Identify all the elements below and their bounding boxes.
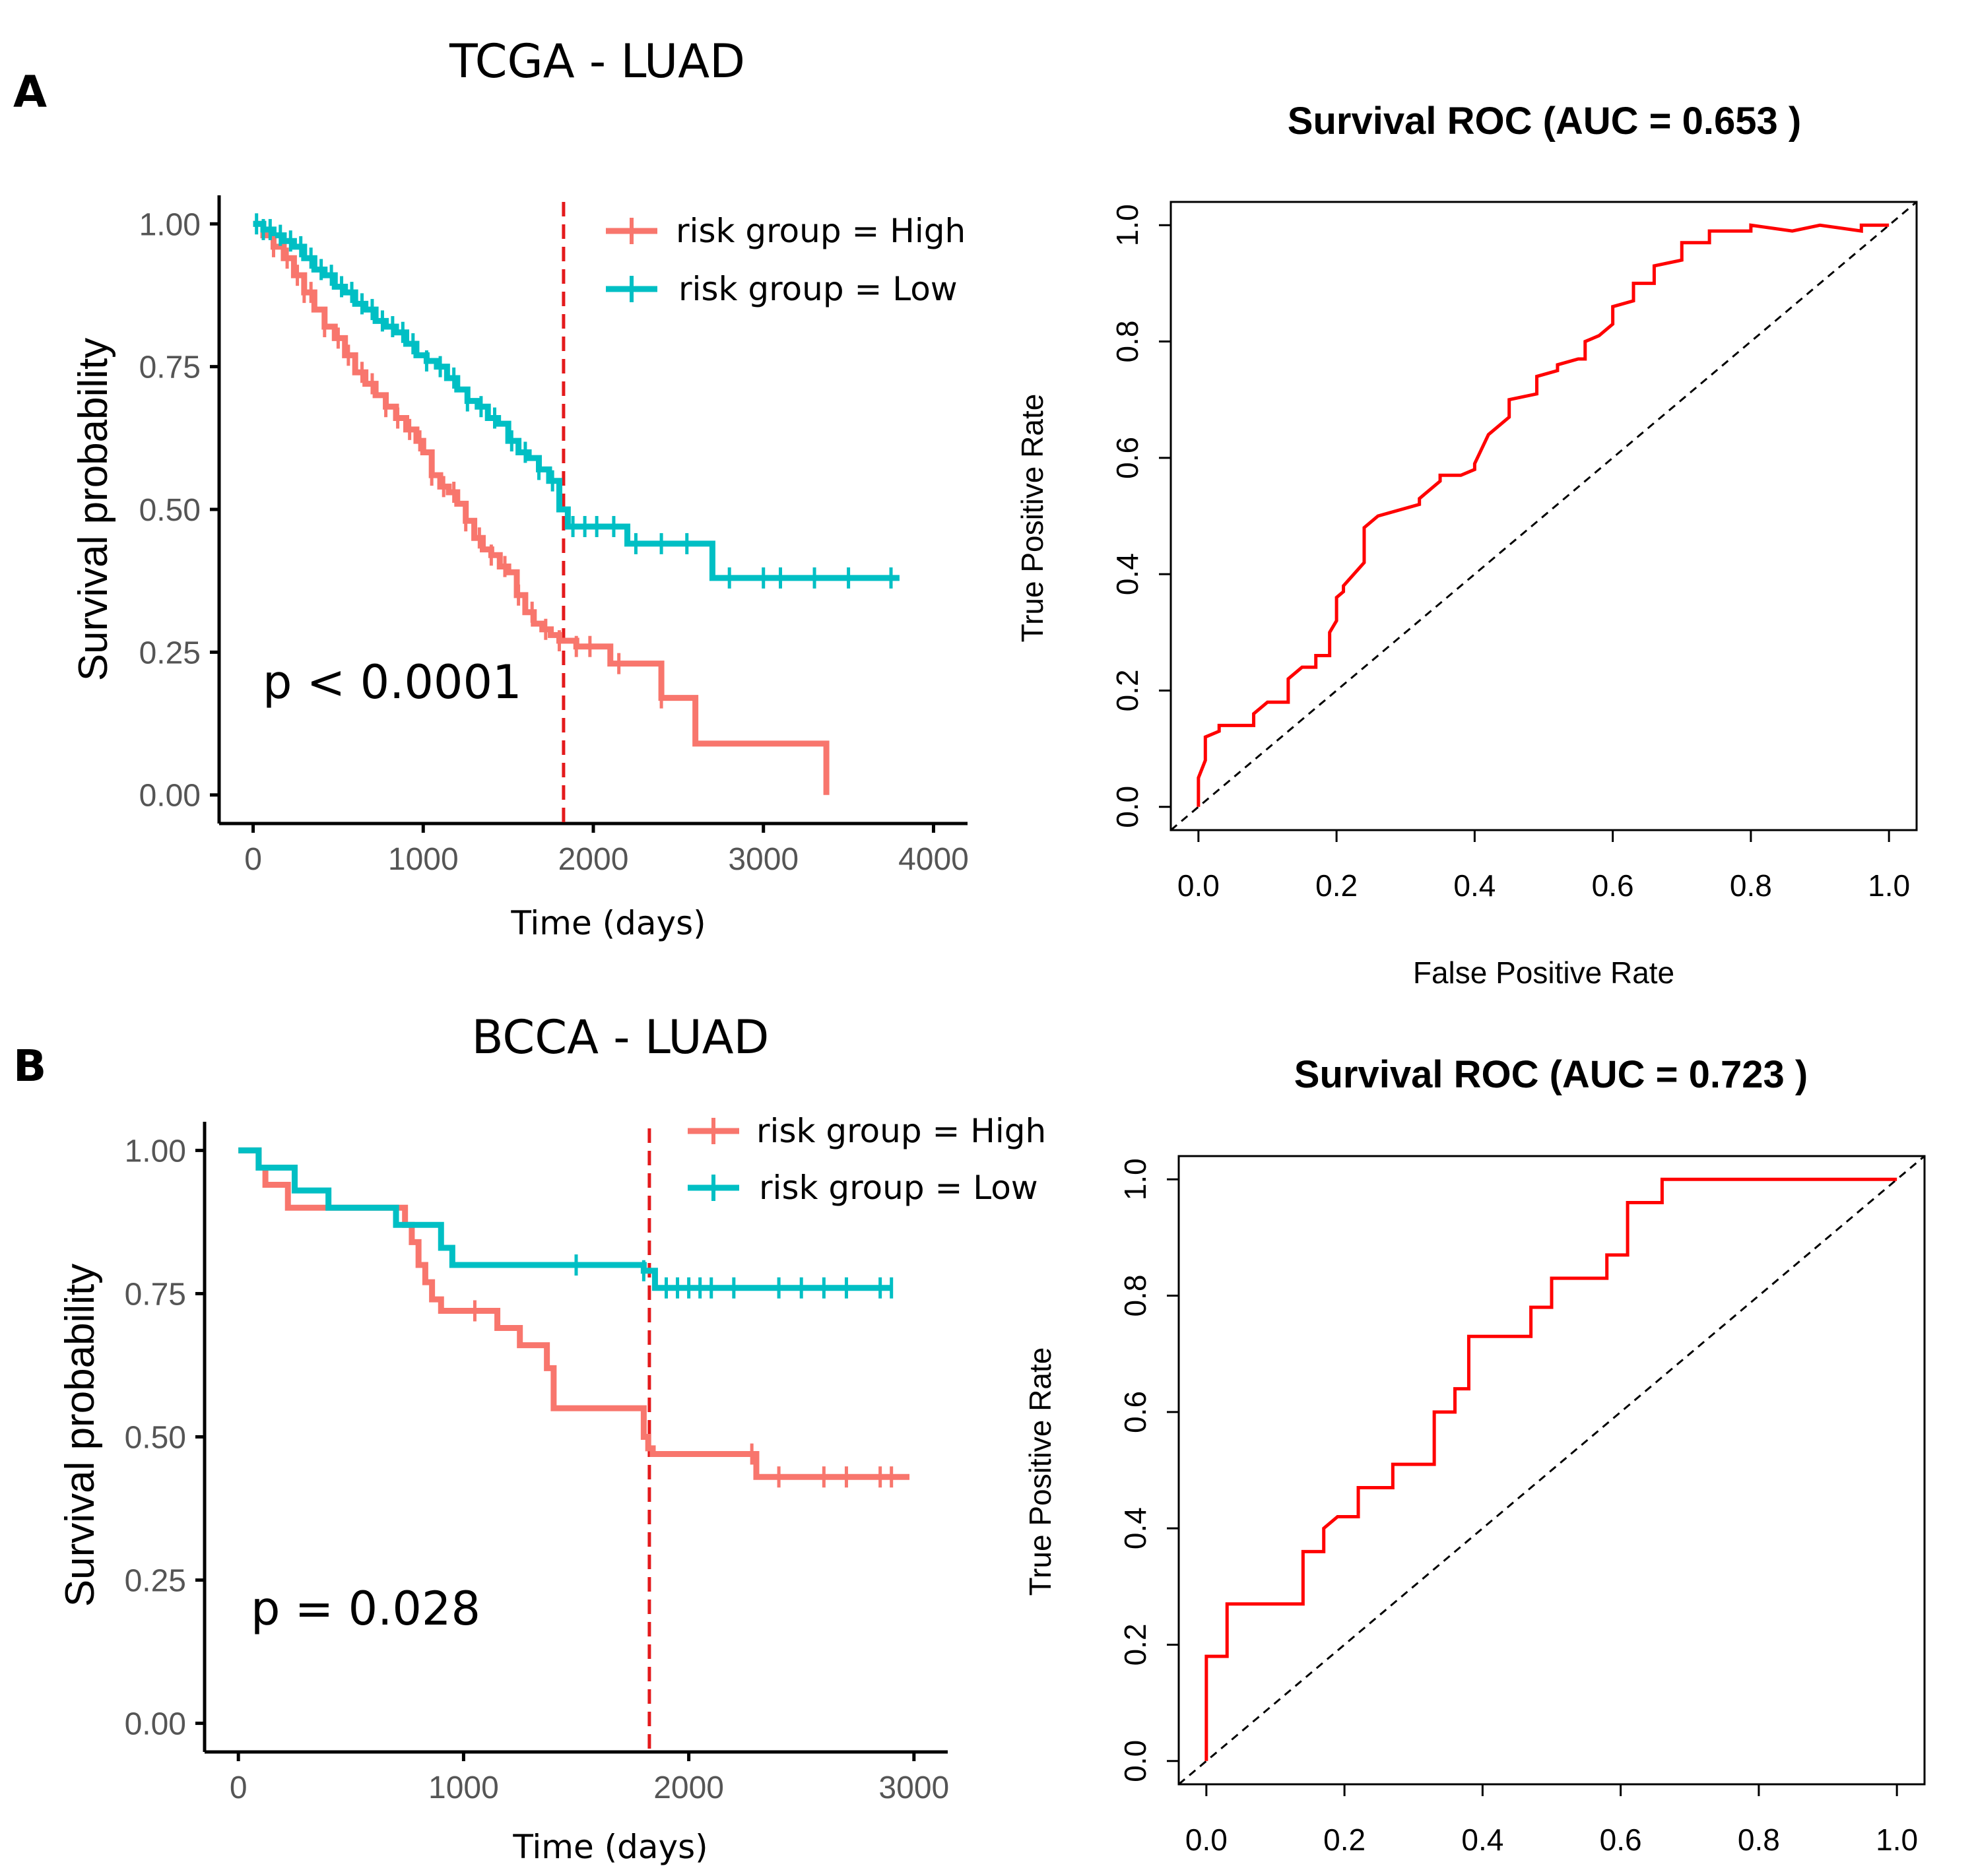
x-tick-label: 1000 <box>428 1770 499 1805</box>
x-tick-label: 0 <box>244 842 262 877</box>
x-tick-label: 0.4 <box>1453 868 1496 903</box>
x-axis-label: Time (days) <box>512 1828 708 1866</box>
y-tick-label: 0.50 <box>125 1421 186 1456</box>
km-title-a: TCGA - LUAD <box>449 34 745 88</box>
y-tick-label: 0.2 <box>1118 1623 1152 1666</box>
y-axis-label: Survival probability <box>57 1264 103 1607</box>
x-tick-label: 0.2 <box>1315 868 1358 903</box>
legend-high-label: risk group = High <box>676 212 966 250</box>
plot-frame <box>1177 1155 1926 1786</box>
panel-letter-a: A <box>13 67 47 117</box>
y-tick-label: 1.0 <box>1110 204 1144 246</box>
km-plot-a: 0.00 0.25 0.50 0.75 1.00 0 1000 2000 3000 4000 S… <box>71 195 969 942</box>
roc-curve <box>1204 1177 1897 1761</box>
y-tick-label: 0.8 <box>1110 321 1144 363</box>
y-tick-label: 0.75 <box>125 1277 186 1312</box>
y-tick-label: 0.4 <box>1118 1507 1152 1549</box>
x-tick-label: 0.8 <box>1738 1823 1780 1857</box>
y-tick-label: 1.0 <box>1118 1158 1152 1200</box>
x-tick-label: 1000 <box>388 842 459 877</box>
y-tick-label: 1.00 <box>125 1134 186 1169</box>
x-tick-label: 3000 <box>728 842 799 877</box>
roc-title-b: Survival ROC (AUC = 0.723 ) <box>1294 1053 1808 1096</box>
y-tick-label: 0.75 <box>139 350 201 385</box>
legend: risk group = High risk group = Low <box>688 1112 1046 1207</box>
x-tick-label: 1.0 <box>1876 1823 1918 1857</box>
y-tick-label: 0.50 <box>139 493 201 528</box>
roc-plot-b: 0.0 0.2 0.4 0.6 0.8 1.0 0.0 0.2 0.4 0.6 0.8 1.0 Tr… <box>1023 1155 1926 1857</box>
x-axis-label: Time (days) <box>510 904 706 942</box>
panel-letter-b: B <box>13 1041 46 1091</box>
x-tick-label: 4000 <box>898 842 969 877</box>
legend-low-label: risk group = Low <box>678 270 958 308</box>
x-axis-label: False Positive Rate <box>1413 955 1674 990</box>
x-tick-label: 0.4 <box>1461 1823 1503 1857</box>
legend-high-label: risk group = High <box>756 1112 1046 1150</box>
y-axis-label: True Positive Rate <box>1015 394 1049 643</box>
y-tick-label: 0.6 <box>1110 437 1144 479</box>
x-tick-label: 0.0 <box>1177 868 1220 903</box>
y-tick-label: 0.0 <box>1118 1740 1152 1782</box>
x-tick-label: 0.2 <box>1323 1823 1366 1857</box>
x-tick-label: 1.0 <box>1868 868 1910 903</box>
reference-diagonal <box>1178 1155 1925 1786</box>
roc-plot-a: 0.0 0.2 0.4 0.6 0.8 1.0 0.0 0.2 0.4 0.6 0.8 1.0 Tr… <box>1015 201 1918 990</box>
x-tick-label: 0.6 <box>1600 1823 1642 1857</box>
y-tick-label: 0.4 <box>1110 553 1144 595</box>
x-tick-label: 0.0 <box>1185 1823 1228 1857</box>
km-plot-b: 0.00 0.25 0.50 0.75 1.00 0 1000 2000 3000 Survi… <box>57 1112 1046 1866</box>
y-axis-label: Survival probability <box>71 338 116 681</box>
legend-low-label: risk group = Low <box>759 1169 1038 1207</box>
km-title-b: BCCA - LUAD <box>472 1010 770 1064</box>
y-tick-label: 0.00 <box>139 779 201 814</box>
y-tick-label: 0.2 <box>1110 669 1144 711</box>
y-axis-label: True Positive Rate <box>1023 1347 1057 1596</box>
roc-curve <box>1197 223 1890 807</box>
x-tick-label: 2000 <box>653 1770 724 1805</box>
y-tick-label: 0.0 <box>1110 786 1144 828</box>
p-value: p < 0.0001 <box>263 655 522 709</box>
p-value: p = 0.028 <box>251 1582 480 1636</box>
x-tick-label: 0.8 <box>1730 868 1772 903</box>
y-tick-label: 0.00 <box>125 1707 186 1742</box>
low-risk-curve <box>253 220 900 581</box>
x-tick-label: 2000 <box>558 842 629 877</box>
legend: risk group = High risk group = Low <box>606 212 966 308</box>
plot-frame <box>1169 201 1918 831</box>
x-tick-label: 0 <box>230 1770 247 1805</box>
y-tick-label: 0.8 <box>1118 1275 1152 1317</box>
y-tick-label: 0.25 <box>139 635 201 670</box>
x-tick-label: 0.6 <box>1592 868 1634 903</box>
roc-title-a: Survival ROC (AUC = 0.653 ) <box>1288 100 1801 143</box>
x-tick-label: 3000 <box>878 1770 949 1805</box>
y-tick-label: 0.6 <box>1118 1391 1152 1433</box>
reference-diagonal <box>1170 201 1917 831</box>
y-tick-label: 0.25 <box>125 1564 186 1599</box>
y-tick-label: 1.00 <box>139 207 201 242</box>
